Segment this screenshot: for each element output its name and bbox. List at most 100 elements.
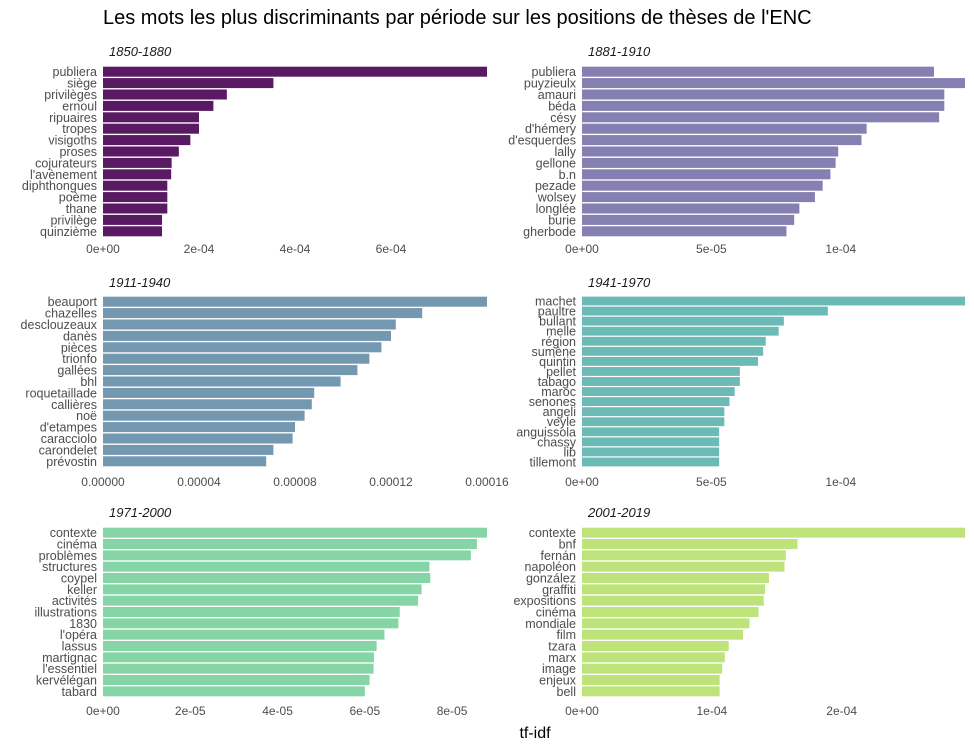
bar-anguissola [582, 427, 720, 437]
category-label: visigoths [48, 134, 97, 148]
category-label: l'essentiel [43, 662, 98, 676]
x-tick-label: 6e-04 [376, 242, 407, 256]
bar-contexte [103, 527, 487, 538]
bar-caracciolo [103, 433, 293, 444]
category-label: d'etampes [40, 421, 97, 435]
bar-problèmes [103, 550, 471, 561]
category-label: trionfo [62, 352, 97, 366]
bar-bnf [582, 539, 798, 549]
panel-title: 1971-2000 [109, 505, 172, 520]
bar-proses [103, 146, 179, 157]
category-label: ripuaires [49, 111, 97, 125]
category-label: film [557, 628, 576, 642]
category-label: région [541, 335, 576, 349]
bar-beauport [103, 296, 487, 307]
category-label: bnf [559, 538, 577, 552]
category-label: melle [546, 325, 576, 339]
category-label: angeli [543, 405, 576, 419]
category-label: kervélégan [36, 674, 97, 688]
category-label: l'avènement [30, 168, 98, 182]
bar-callières [103, 399, 312, 410]
x-tick-label: 4e-05 [262, 704, 293, 718]
category-label: lib [563, 445, 576, 459]
category-label: bullant [539, 315, 576, 329]
bar-danès [103, 330, 391, 341]
panel-2001-2019: 2001-2019 contextebnffernánnapoléongonzál… [513, 505, 965, 718]
x-tick-label: 1e-04 [825, 475, 856, 489]
category-label: chazelles [45, 307, 97, 321]
bar-maroc [582, 387, 735, 396]
bar-tabard [103, 686, 365, 697]
category-label: enjeux [539, 674, 577, 688]
bar-sumène [582, 346, 764, 356]
bar-gherbode [582, 226, 787, 237]
bar-privilèges [103, 89, 227, 100]
category-label: maroc [541, 385, 576, 399]
category-label: lally [554, 145, 576, 159]
bar-publiera [103, 66, 487, 77]
bar-machet [582, 296, 965, 306]
x-tick-label: 0e+00 [86, 242, 120, 256]
bar-l'opéra [103, 629, 385, 640]
bar-veyle [582, 417, 725, 427]
category-label: marx [548, 651, 577, 665]
category-label: cinéma [536, 606, 576, 620]
category-label: noë [76, 409, 97, 423]
bar-puyzieulx [582, 78, 965, 89]
bar-tzara [582, 641, 729, 651]
category-label: tzara [548, 640, 576, 654]
category-label: ernoul [62, 99, 97, 113]
category-label: problèmes [39, 549, 97, 563]
bar-béda [582, 100, 945, 111]
panel-title: 1911-1940 [109, 275, 171, 290]
category-label: tabard [62, 685, 97, 699]
category-label: pièces [61, 341, 97, 355]
bar-lally [582, 146, 839, 157]
bar-mondiale [582, 618, 750, 629]
bar-quinzième [103, 226, 163, 237]
bar-quintin [582, 356, 758, 366]
category-label: quinzième [40, 225, 97, 239]
bar-image [582, 663, 723, 674]
category-label: sumène [532, 345, 577, 359]
category-label: pezade [535, 179, 576, 193]
category-label: d'esquerdes [508, 134, 576, 148]
x-tick-label: 1e-04 [696, 704, 727, 718]
x-tick-label: 2e-05 [175, 704, 206, 718]
x-tick-label: 0.00004 [177, 475, 221, 489]
bar-ripuaires [103, 112, 199, 123]
bar-diphthongues [103, 180, 168, 191]
category-label: paultre [538, 305, 576, 319]
bar-1830 [103, 618, 399, 629]
x-tick-label: 2e-04 [826, 704, 857, 718]
panel-1941-1970: 1941-1970 machetpaultrebullantmellerégion… [516, 275, 965, 489]
bar-b.n [582, 169, 831, 180]
panel-title: 2001-2019 [587, 505, 650, 520]
category-label: privilège [50, 213, 97, 227]
panel-1850-1880: 1850-1880 publierasiègeprivilègesernoulri… [22, 44, 487, 256]
bar-burie [582, 214, 795, 225]
category-label: mondiale [525, 617, 576, 631]
bar-fernán [582, 550, 786, 561]
bar-martignac [103, 652, 374, 663]
bar-kervélégan [103, 675, 370, 685]
category-label: privilèges [44, 88, 97, 102]
x-tick-label: 0e+00 [565, 242, 599, 256]
category-label: bhl [80, 375, 97, 389]
bar-siège [103, 78, 274, 89]
x-tick-label: 0.00008 [273, 475, 317, 489]
bar-longlée [582, 203, 800, 214]
bar-paultre [582, 306, 828, 316]
bar-roquetaillade [103, 387, 315, 398]
bar-chassy [582, 437, 720, 447]
category-label: prévostin [46, 455, 97, 469]
chart-title: Les mots les plus discriminants par péri… [103, 7, 812, 29]
x-tick-label: 5e-05 [696, 475, 727, 489]
category-label: publiera [532, 65, 577, 79]
bar-trionfo [103, 353, 370, 364]
bar-desclouzeaux [103, 319, 396, 330]
category-label: fernán [541, 549, 576, 563]
category-label: chassy [537, 435, 577, 449]
category-label: danès [63, 329, 97, 343]
category-label: l'opéra [60, 628, 97, 642]
